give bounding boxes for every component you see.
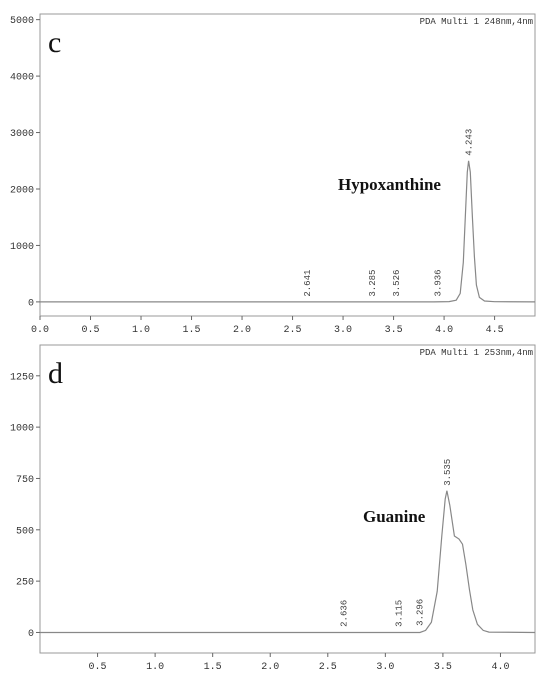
retention-time-labels: 2.641 3.285 3.526 3.936 4.243 — [303, 129, 475, 297]
y-axis-ticks: 0 1000 2000 3000 4000 5000 — [10, 16, 40, 309]
y-tick-label: 1250 — [10, 372, 34, 383]
retention-time-label: 2.636 — [339, 600, 349, 627]
x-tick-label: 3.0 — [376, 662, 394, 673]
y-tick-label: 1000 — [10, 242, 34, 253]
x-axis-ticks: 0.5 1.0 1.5 2.0 2.5 3.0 3.5 4.0 — [89, 653, 509, 673]
panel-label: d — [48, 357, 63, 390]
x-tick-label: 4.0 — [491, 662, 509, 673]
x-tick-label: 1.0 — [146, 662, 164, 673]
y-tick-label: 500 — [16, 526, 34, 537]
retention-time-label: 3.285 — [368, 270, 378, 297]
chromatogram-trace — [40, 490, 536, 634]
y-tick-label: 4000 — [10, 73, 34, 84]
x-tick-label: 0.5 — [89, 662, 107, 673]
retention-time-label: 4.243 — [465, 129, 475, 156]
x-tick-label: 1.5 — [183, 325, 201, 336]
x-tick-label: 4.5 — [486, 325, 504, 336]
y-tick-label: 0 — [28, 298, 34, 309]
y-tick-label: 0 — [28, 629, 34, 640]
panel-label: c — [48, 26, 61, 59]
x-tick-label: 1.5 — [204, 662, 222, 673]
x-tick-label: 2.5 — [319, 662, 337, 673]
retention-time-label: 3.535 — [443, 459, 453, 486]
y-axis-ticks: 0 250 500 750 1000 1250 — [10, 372, 40, 640]
y-tick-label: 3000 — [10, 129, 34, 140]
x-tick-label: 3.5 — [434, 662, 452, 673]
x-tick-label: 0.0 — [31, 325, 49, 336]
retention-time-label: 3.115 — [395, 600, 405, 627]
chromatogram-trace — [40, 160, 536, 303]
y-tick-label: 5000 — [10, 16, 34, 27]
compound-label: Hypoxanthine — [338, 175, 441, 194]
plot-frame — [39, 13, 536, 317]
retention-time-label: 3.296 — [415, 599, 425, 626]
retention-time-label: 3.936 — [434, 269, 444, 296]
retention-time-label: 3.526 — [392, 270, 402, 297]
x-tick-label: 3.0 — [334, 325, 352, 336]
detector-label: PDA Multi 1 253nm,4nm — [420, 348, 533, 358]
x-tick-label: 3.5 — [385, 325, 403, 336]
x-tick-label: 4.0 — [435, 325, 453, 336]
detector-label: PDA Multi 1 248nm,4nm — [420, 17, 533, 27]
compound-label: Guanine — [363, 507, 426, 526]
x-tick-label: 2.0 — [233, 325, 251, 336]
x-tick-label: 0.5 — [82, 325, 100, 336]
y-tick-label: 2000 — [10, 185, 34, 196]
chromatogram-panel-c: c PDA Multi 1 248nm,4nm Hypoxanthine 0 10… — [10, 13, 536, 336]
x-tick-label: 1.0 — [132, 325, 150, 336]
retention-time-label: 2.641 — [303, 270, 313, 297]
y-tick-label: 1000 — [10, 424, 34, 435]
y-tick-label: 750 — [16, 475, 34, 486]
retention-time-labels: 2.636 3.115 3.296 3.535 — [339, 459, 452, 627]
x-tick-label: 2.5 — [284, 325, 302, 336]
chromatogram-panel-d: d PDA Multi 1 253nm,4nm Guanine 0 250 500 7… — [10, 344, 536, 673]
x-tick-label: 2.0 — [261, 662, 279, 673]
plot-frame — [39, 344, 536, 654]
y-tick-label: 250 — [16, 578, 34, 589]
x-axis-ticks: 0.0 0.5 1.0 1.5 2.0 2.5 3.0 3.5 4.0 4.5 — [31, 316, 504, 336]
